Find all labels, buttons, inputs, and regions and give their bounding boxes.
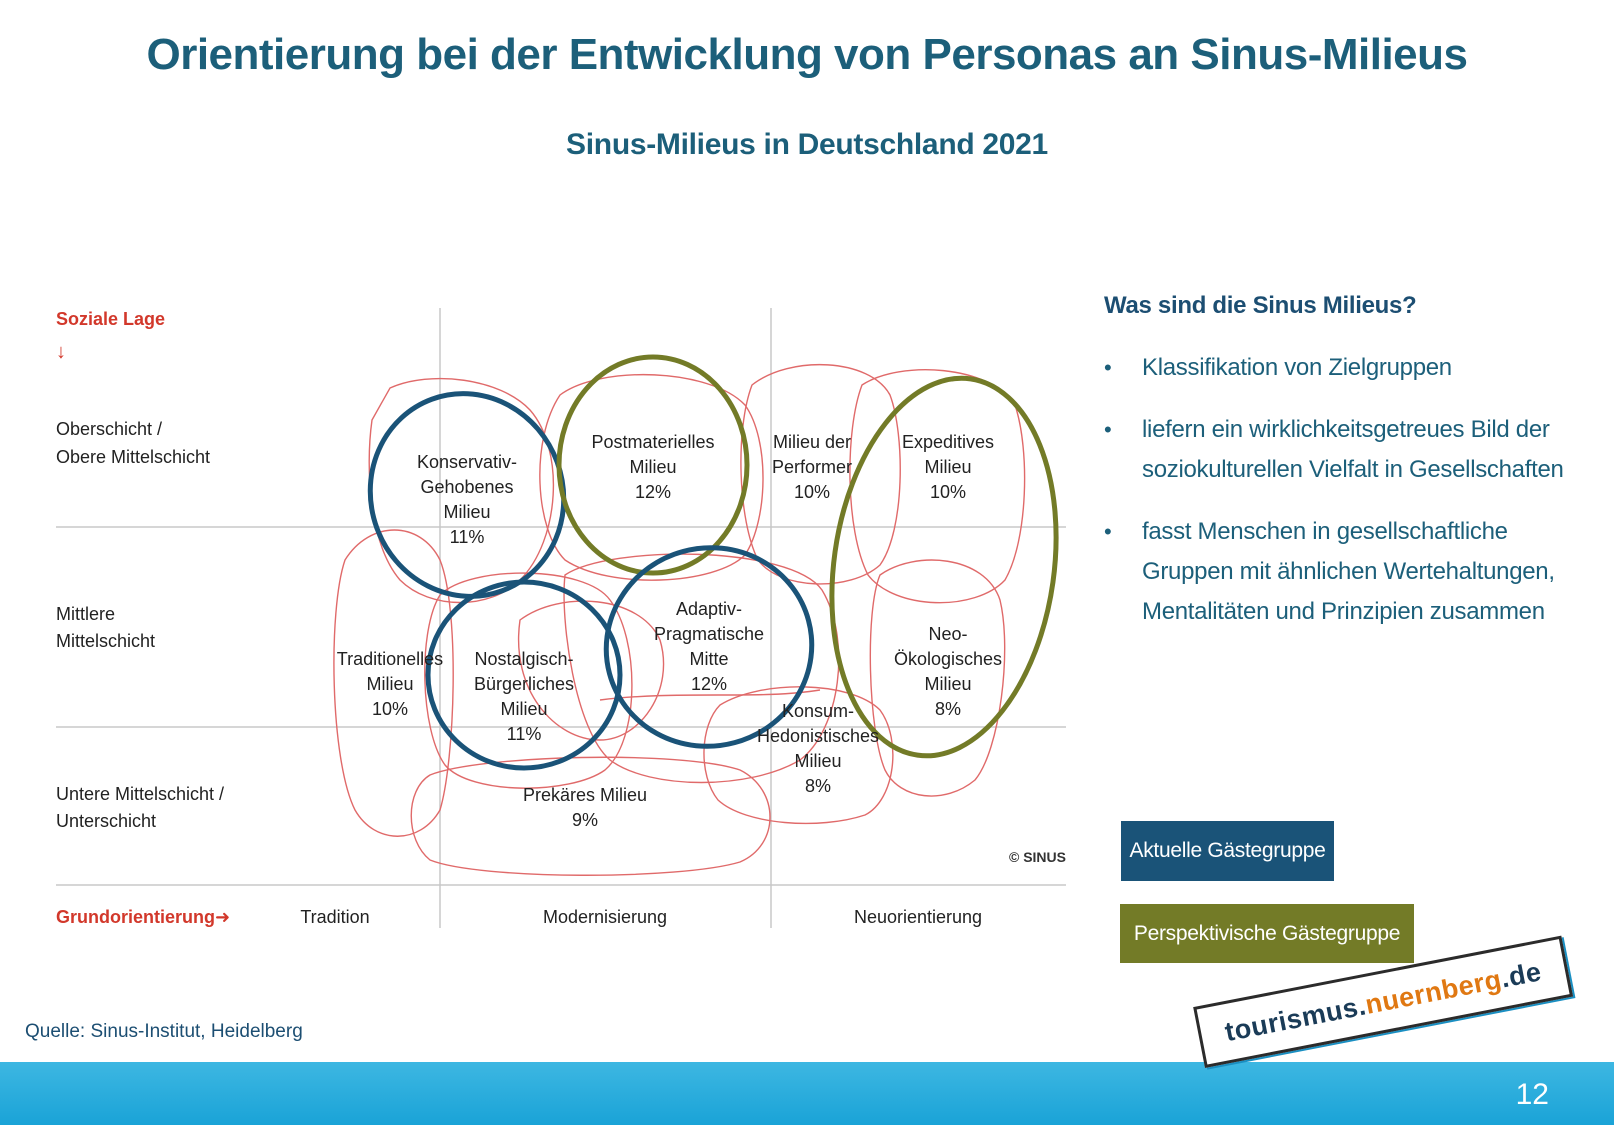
x-axis-arrow: ➜ xyxy=(215,907,230,927)
milieu-name-line: Prekäres Milieu xyxy=(523,785,647,805)
milieu-name-line: Milieu xyxy=(500,699,547,719)
outline-neo-oekologisches xyxy=(869,559,1006,797)
milieu-name-line: Pragmatische xyxy=(654,624,764,644)
column-label-tradition: Tradition xyxy=(300,907,369,927)
row-label-upper-2: Obere Mittelschicht xyxy=(56,447,210,467)
grid-lines xyxy=(56,308,1066,928)
bullet-item: fasst Menschen in gesellschaftliche Grup… xyxy=(1104,512,1594,632)
row-label-lower-2: Unterschicht xyxy=(56,811,156,831)
source-note: Quelle: Sinus-Institut, Heidelberg xyxy=(25,1021,303,1042)
future-group-ellipse-postmaterielles xyxy=(556,354,750,576)
footer-bar xyxy=(0,1062,1614,1125)
milieu-name-line: Performer xyxy=(772,457,852,477)
milieu-share: 11% xyxy=(450,527,485,547)
outline-overlap-1 xyxy=(517,600,665,741)
outline-performer xyxy=(740,363,901,585)
outline-nostalgisch-buergerliches xyxy=(424,572,633,789)
bullet-list: Klassifikation von Zielgruppen liefern e… xyxy=(1104,348,1594,654)
milieu-labels: Konservativ- Gehobenes Milieu 11% Postmateri… xyxy=(337,432,1002,830)
milieu-name-line: Milieu xyxy=(629,457,676,477)
column-label-neuorientierung: Neuorientierung xyxy=(854,907,982,927)
column-label-modernisierung: Modernisierung xyxy=(543,907,667,927)
slide-title: Orientierung bei der Entwicklung von Per… xyxy=(146,30,1468,79)
milieu-name-line: Mitte xyxy=(689,649,728,669)
logo-text-part: .de xyxy=(1498,955,1544,994)
copyright-label: © SINUS xyxy=(1009,849,1066,865)
milieu-name-line: Postmaterielles xyxy=(591,432,714,452)
milieu-name-line: Ökologisches xyxy=(894,649,1002,669)
milieu-name-line: Bürgerliches xyxy=(474,674,574,694)
milieu-name-line: Milieu der xyxy=(773,432,851,452)
row-label-upper-1: Oberschicht / xyxy=(56,419,162,439)
current-group-ellipse-nostalgisch xyxy=(425,579,623,771)
page-number: 12 xyxy=(1515,1078,1549,1111)
milieu-name-line: Hedonistisches xyxy=(757,726,879,746)
milieu-share: 12% xyxy=(635,482,671,502)
milieu-name-line: Milieu xyxy=(794,751,841,771)
milieu-name-line: Milieu xyxy=(924,674,971,694)
row-label-lower-1: Untere Mittelschicht / xyxy=(56,784,224,804)
future-group-ellipse-expeditiv-neo xyxy=(829,375,1059,759)
legend-future-group: Perspektivische Gästegruppe xyxy=(1120,904,1414,963)
x-axis-title: Grundorientierung xyxy=(56,907,215,927)
slide-subtitle: Sinus-Milieus in Deutschland 2021 xyxy=(566,128,1048,161)
bullet-item: Klassifikation von Zielgruppen xyxy=(1104,348,1594,388)
milieu-share: 8% xyxy=(935,699,961,719)
milieu-name-line: Konservativ- xyxy=(417,452,517,472)
logo-text-part: nuernberg xyxy=(1362,963,1504,1020)
y-axis-title: Soziale Lage xyxy=(56,309,165,329)
outline-traditionelles xyxy=(333,529,454,837)
outline-adaptiv-pragmatische xyxy=(563,553,840,784)
milieu-name-line: Konsum- xyxy=(782,701,854,721)
highlight-ellipses xyxy=(367,354,1059,771)
axis-labels: Soziale Lage ↓ Oberschicht / Obere Mitte… xyxy=(56,309,1066,927)
milieu-share: 10% xyxy=(372,699,408,719)
milieu-name-line: Adaptiv- xyxy=(676,599,742,619)
milieu-name-line: Nostalgisch- xyxy=(474,649,573,669)
side-heading: Was sind die Sinus Milieus? xyxy=(1104,292,1417,319)
milieu-name-line: Traditionelles xyxy=(337,649,443,669)
milieu-share: 12% xyxy=(691,674,727,694)
y-axis-arrow: ↓ xyxy=(56,341,66,363)
milieu-share: 10% xyxy=(930,482,966,502)
milieu-name-line: Gehobenes xyxy=(420,477,513,497)
milieu-share: 8% xyxy=(805,776,831,796)
milieu-name-line: Milieu xyxy=(443,502,490,522)
outline-konsum-hedonistisches xyxy=(703,686,894,825)
row-label-middle-1: Mittlere xyxy=(56,604,115,624)
row-label-middle-2: Mittelschicht xyxy=(56,631,155,651)
milieu-name-line: Neo- xyxy=(928,624,967,644)
milieu-name-line: Milieu xyxy=(366,674,413,694)
logo-text-part: tourismus. xyxy=(1222,989,1369,1047)
milieu-name-line: Milieu xyxy=(924,457,971,477)
bullet-item: liefern ein wirklichkeitsgetreues Bild d… xyxy=(1104,410,1594,490)
milieu-share: 9% xyxy=(572,810,598,830)
legend-current-group: Aktuelle Gästegruppe xyxy=(1121,821,1334,881)
milieu-share: 11% xyxy=(507,724,542,744)
current-group-ellipse-adaptiv xyxy=(603,545,815,749)
milieu-share: 10% xyxy=(794,482,830,502)
outline-prekaeres xyxy=(410,756,771,876)
milieu-name-line: Expeditives xyxy=(902,432,994,452)
